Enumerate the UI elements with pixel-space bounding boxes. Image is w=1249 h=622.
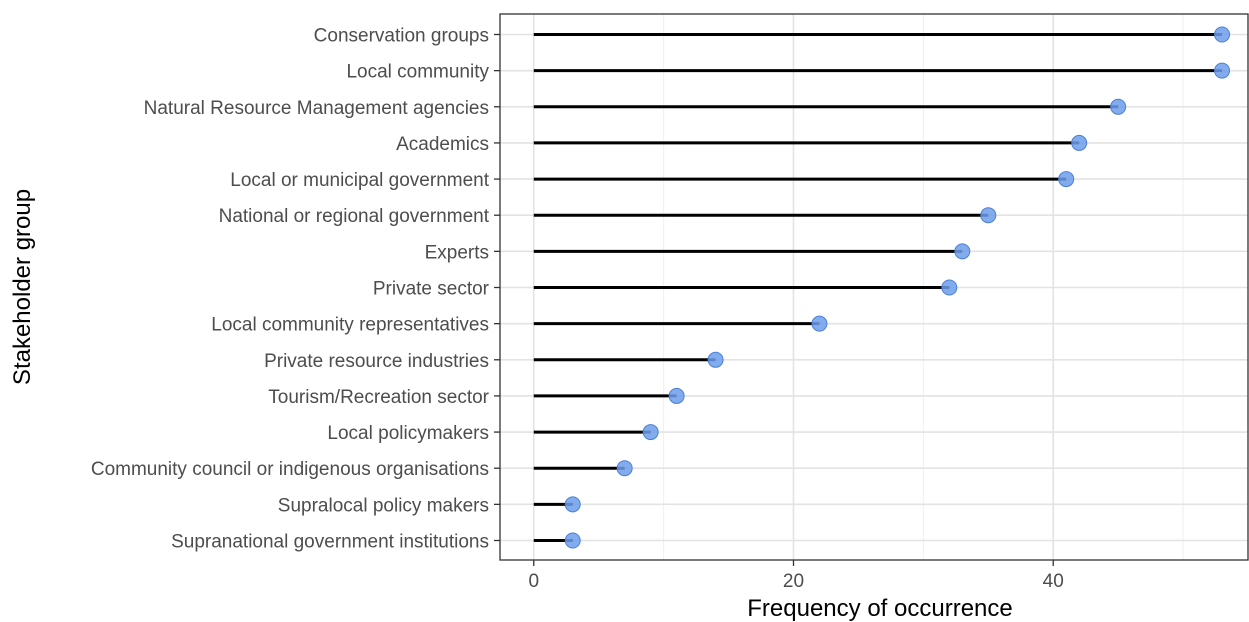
y-tick-label: Supranational government institutions	[171, 532, 489, 553]
x-axis-title: Frequency of occurrence	[747, 595, 1012, 622]
y-tick-label: Tourism/Recreation sector	[268, 387, 489, 408]
y-tick-label: National or regional government	[219, 206, 490, 227]
y-tick-label: Natural Resource Management agencies	[144, 98, 489, 119]
y-tick-label: Local community representatives	[211, 315, 489, 336]
lollipop-point	[616, 460, 633, 477]
lollipop-point	[954, 243, 971, 260]
lollipop-point	[980, 207, 997, 224]
lollipop-points	[564, 26, 1231, 549]
lollipop-point	[707, 351, 724, 368]
y-tick-label: Local or municipal government	[230, 170, 489, 191]
lollipop-point	[1110, 98, 1127, 115]
lollipop-point	[1071, 134, 1088, 151]
x-tick-label: 40	[1043, 571, 1064, 592]
lollipop-point	[941, 279, 958, 296]
lollipop-point	[642, 424, 659, 441]
lollipop-point	[1214, 62, 1231, 79]
lollipop-point	[811, 315, 828, 332]
x-tick-label: 0	[528, 571, 539, 592]
y-tick-label: Private resource industries	[264, 351, 489, 372]
lollipop-point	[668, 387, 685, 404]
y-axis-ticks: Conservation groups Local community Natura…	[91, 26, 500, 553]
y-tick-label: Academics	[396, 134, 489, 155]
y-tick-label: Conservation groups	[314, 26, 489, 47]
y-tick-label: Private sector	[373, 279, 490, 300]
y-tick-label: Community council or indigenous organisa…	[91, 459, 489, 480]
y-tick-label: Local policymakers	[327, 423, 489, 444]
lollipop-point	[564, 496, 581, 513]
y-tick-label: Supralocal policy makers	[278, 495, 489, 516]
y-tick-label: Experts	[425, 242, 489, 263]
x-tick-label: 20	[783, 571, 804, 592]
y-axis-title: Stakeholder group	[9, 189, 36, 385]
y-tick-label: Local community	[346, 62, 489, 83]
lollipop-point	[1214, 26, 1231, 43]
lollipop-point	[1058, 171, 1075, 188]
x-axis-ticks: 0 20 40	[528, 560, 1064, 592]
lollipop-point	[564, 532, 581, 549]
